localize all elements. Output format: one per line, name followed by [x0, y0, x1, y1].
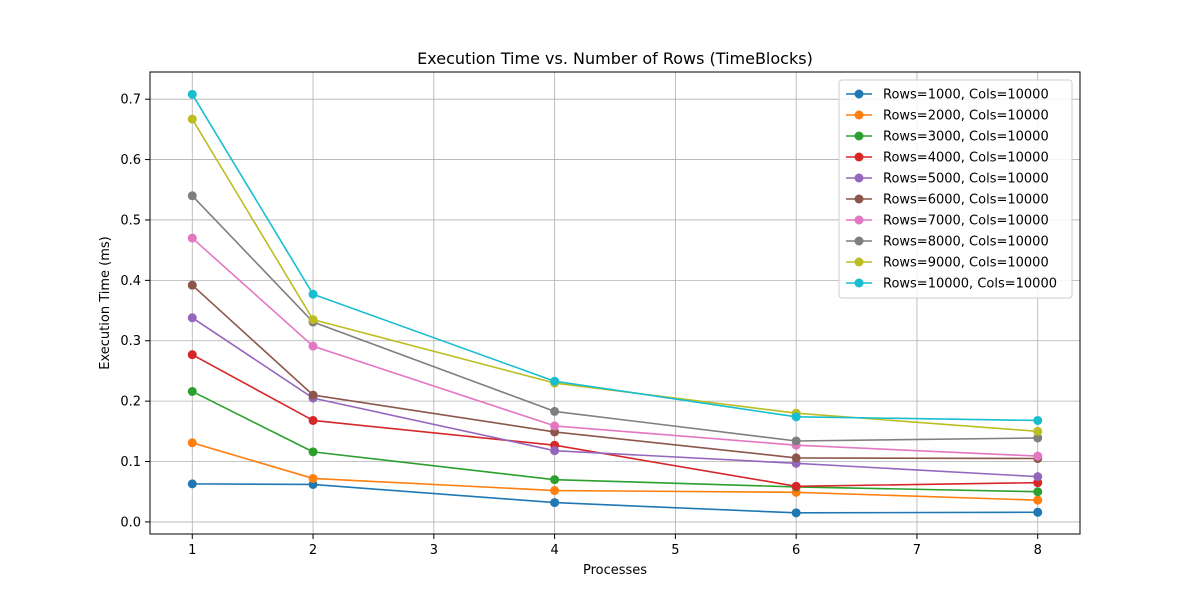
- legend-label: Rows=4000, Cols=10000: [883, 151, 1049, 166]
- legend-item: Rows=10000, Cols=10000: [846, 277, 1057, 292]
- plot-frame: [149, 71, 1081, 535]
- data-point: [308, 415, 318, 425]
- legend-marker: [854, 278, 864, 288]
- x-axis: 1 2 3 4 5 6 7 8: [188, 534, 1042, 558]
- data-point: [308, 473, 318, 483]
- data-point: [791, 508, 801, 518]
- legend-marker: [854, 89, 864, 99]
- legend-item: Rows=6000, Cols=10000: [846, 193, 1049, 208]
- legend-item: Rows=8000, Cols=10000: [846, 235, 1049, 250]
- x-tick-label: 4: [550, 543, 558, 558]
- series-1: [187, 479, 1043, 518]
- data-point: [187, 438, 197, 448]
- data-point: [1033, 426, 1043, 436]
- x-tick-label: 2: [309, 543, 317, 558]
- data-point: [550, 421, 560, 431]
- data-point: [550, 475, 560, 485]
- legend-label: Rows=7000, Cols=10000: [883, 214, 1049, 229]
- data-point: [791, 481, 801, 491]
- y-axis-label: Execution Time (ms): [98, 236, 113, 369]
- x-tick-label: 6: [792, 543, 800, 558]
- legend-label: Rows=2000, Cols=10000: [883, 109, 1049, 124]
- x-tick-label: 3: [430, 543, 438, 558]
- y-tick-label: 0.0: [120, 515, 141, 530]
- legend-box: [838, 79, 1073, 299]
- legend-item: Rows=3000, Cols=10000: [846, 130, 1049, 145]
- data-point: [1033, 451, 1043, 461]
- data-point: [308, 341, 318, 351]
- data-point: [1033, 415, 1043, 425]
- series-10: [187, 89, 1043, 425]
- x-tick-label: 5: [671, 543, 679, 558]
- data-point: [550, 406, 560, 416]
- legend-marker: [854, 257, 864, 267]
- legend-item: Rows=2000, Cols=10000: [846, 109, 1049, 124]
- legend-label: Rows=10000, Cols=10000: [883, 277, 1057, 292]
- y-tick-label: 0.5: [120, 213, 141, 228]
- y-tick-label: 0.6: [120, 153, 141, 168]
- legend-label: Rows=5000, Cols=10000: [883, 172, 1049, 187]
- legend-item: Rows=5000, Cols=10000: [846, 172, 1049, 187]
- legend-item: Rows=7000, Cols=10000: [846, 214, 1049, 229]
- legend-marker: [854, 152, 864, 162]
- legend-label: Rows=6000, Cols=10000: [883, 193, 1049, 208]
- data-point: [308, 315, 318, 325]
- y-tick-label: 0.4: [120, 274, 141, 289]
- data-point: [791, 453, 801, 463]
- data-point: [187, 350, 197, 360]
- y-tick-label: 0.7: [120, 93, 141, 108]
- data-point: [308, 289, 318, 299]
- legend-marker: [854, 110, 864, 120]
- data-point: [550, 498, 560, 508]
- legend-item: Rows=9000, Cols=10000: [846, 256, 1049, 271]
- legend-label: Rows=1000, Cols=10000: [883, 88, 1049, 103]
- chart-title: Execution Time vs. Number of Rows (TimeB…: [417, 49, 813, 68]
- legend-label: Rows=9000, Cols=10000: [883, 256, 1049, 271]
- data-point: [791, 436, 801, 446]
- x-tick-label: 1: [188, 543, 196, 558]
- data-point: [187, 233, 197, 243]
- series-7: [187, 233, 1043, 461]
- legend-marker: [854, 131, 864, 141]
- data-point: [187, 386, 197, 396]
- data-point: [1033, 433, 1043, 443]
- data-point: [550, 486, 560, 496]
- legend-marker: [854, 236, 864, 246]
- series-2: [187, 438, 1043, 505]
- y-axis: 0.0 0.1 0.2 0.3 0.4 0.5 0.6 0.7: [120, 93, 150, 530]
- data-point: [187, 191, 197, 201]
- y-tick-label: 0.1: [120, 455, 141, 470]
- series-6: [187, 280, 1043, 464]
- x-axis-label: Processes: [583, 563, 647, 578]
- data-point: [1033, 487, 1043, 497]
- data-point: [187, 479, 197, 489]
- y-tick-label: 0.3: [120, 334, 141, 349]
- data-point: [791, 412, 801, 422]
- data-point: [187, 313, 197, 323]
- legend: Rows=1000, Cols=10000 Rows=2000, Cols=100…: [838, 79, 1073, 299]
- legend-item: Rows=1000, Cols=10000: [846, 88, 1049, 103]
- data-point: [308, 447, 318, 457]
- data-point: [550, 446, 560, 456]
- data-point: [308, 390, 318, 400]
- legend-marker: [854, 215, 864, 225]
- x-tick-label: 7: [913, 543, 921, 558]
- legend-marker: [854, 194, 864, 204]
- data-point: [187, 280, 197, 290]
- legend-item: Rows=4000, Cols=10000: [846, 151, 1049, 166]
- x-tick-label: 8: [1034, 543, 1042, 558]
- data-point: [187, 89, 197, 99]
- data-point: [187, 114, 197, 124]
- data-point: [1033, 472, 1043, 482]
- data-point: [550, 376, 560, 386]
- series-group: [187, 89, 1043, 518]
- data-point: [1033, 495, 1043, 505]
- legend-marker: [854, 173, 864, 183]
- legend-label: Rows=3000, Cols=10000: [883, 130, 1049, 145]
- legend-label: Rows=8000, Cols=10000: [883, 235, 1049, 250]
- data-point: [1033, 507, 1043, 517]
- y-tick-label: 0.2: [120, 395, 141, 410]
